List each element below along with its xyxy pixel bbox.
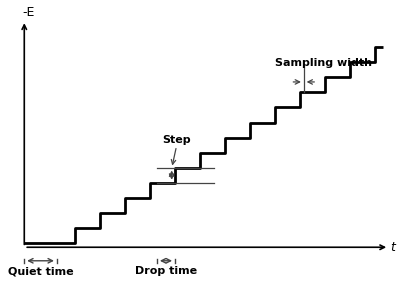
Text: Drop time: Drop time xyxy=(135,266,197,276)
Text: Step: Step xyxy=(162,135,191,145)
Text: -E: -E xyxy=(23,6,35,19)
Text: Quiet time: Quiet time xyxy=(8,266,73,276)
Text: t: t xyxy=(391,241,396,254)
Text: Sampling width: Sampling width xyxy=(275,58,372,69)
